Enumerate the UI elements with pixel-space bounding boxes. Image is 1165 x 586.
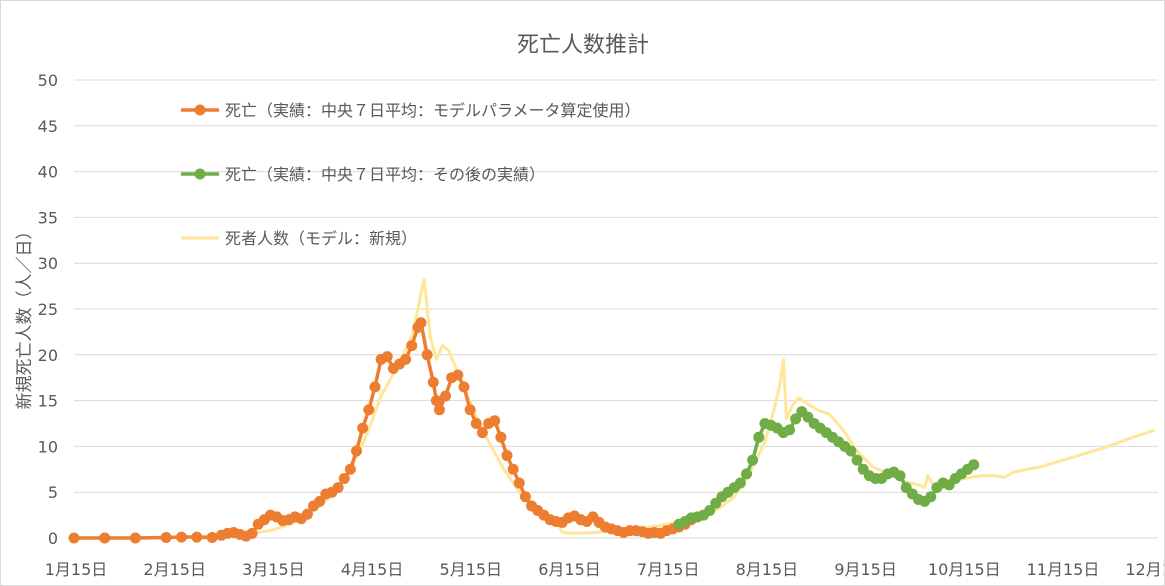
data-point bbox=[99, 532, 111, 544]
data-point bbox=[421, 349, 433, 361]
data-point bbox=[381, 351, 393, 363]
series-line bbox=[159, 277, 1156, 540]
x-tick-label: 11月15日 bbox=[1027, 560, 1100, 579]
data-point bbox=[747, 454, 759, 466]
data-point bbox=[513, 477, 525, 489]
data-point bbox=[191, 531, 203, 543]
y-tick-label: 5 bbox=[48, 483, 58, 502]
data-point bbox=[314, 495, 326, 507]
data-point bbox=[784, 424, 796, 436]
data-point bbox=[400, 353, 412, 365]
data-point bbox=[357, 422, 369, 434]
data-point bbox=[476, 427, 488, 439]
data-point bbox=[129, 532, 141, 544]
data-point bbox=[363, 404, 375, 416]
y-tick-label: 30 bbox=[38, 254, 58, 273]
x-tick-label: 7月15日 bbox=[637, 560, 700, 579]
y-tick-label: 35 bbox=[38, 208, 58, 227]
legend-entry: 死亡（実績：中央７日平均：モデルパラメータ算定使用） bbox=[225, 101, 641, 120]
data-point bbox=[415, 317, 427, 329]
data-point bbox=[433, 404, 445, 416]
data-point bbox=[489, 415, 501, 427]
data-point bbox=[338, 472, 350, 484]
x-tick-labels: 1月15日 2月15日 3月15日 4月15日 5月15日 6月15日 7月15日 8月15日… bbox=[45, 560, 1164, 579]
y-tick-label: 40 bbox=[38, 163, 58, 182]
data-point bbox=[704, 505, 716, 517]
y-tick-label: 45 bbox=[38, 117, 58, 136]
x-tick-label: 8月15日 bbox=[736, 560, 799, 579]
data-point bbox=[369, 381, 381, 393]
x-tick-label: 2月15日 bbox=[143, 560, 206, 579]
y-tick-labels: 0 5 10 15 20 25 30 35 40 45 50 bbox=[38, 71, 58, 548]
y-tick-label: 50 bbox=[38, 71, 58, 90]
data-point bbox=[501, 450, 513, 462]
data-point bbox=[741, 468, 753, 480]
legend-entry: 死亡（実績：中央７日平均：その後の実績） bbox=[225, 165, 545, 184]
data-point bbox=[344, 463, 356, 475]
data-point bbox=[175, 531, 187, 543]
legend-swatch-marker bbox=[194, 168, 206, 180]
data-point bbox=[519, 491, 531, 503]
data-point bbox=[464, 404, 476, 416]
data-point bbox=[845, 445, 857, 457]
data-point bbox=[458, 381, 470, 393]
data-point bbox=[507, 463, 519, 475]
data-point bbox=[790, 413, 802, 425]
data-point bbox=[734, 477, 746, 489]
y-axis-label: 新規死亡人数（人／日） bbox=[15, 223, 35, 410]
x-tick-label: 3月15日 bbox=[242, 560, 305, 579]
x-tick-label: 9月15日 bbox=[834, 560, 897, 579]
data-point bbox=[246, 527, 258, 539]
x-tick-label: 5月15日 bbox=[440, 560, 503, 579]
data-point bbox=[160, 532, 172, 544]
data-point bbox=[470, 418, 482, 429]
data-point bbox=[894, 470, 906, 482]
series-layer bbox=[68, 277, 1156, 544]
data-point bbox=[427, 376, 439, 388]
series-1 bbox=[673, 406, 980, 530]
x-tick-label: 10月15日 bbox=[928, 560, 1001, 579]
data-point bbox=[332, 482, 344, 494]
gridlines bbox=[74, 79, 1158, 539]
data-point bbox=[430, 395, 442, 407]
data-point bbox=[301, 508, 313, 520]
data-point bbox=[351, 445, 363, 457]
chart-title: 死亡人数推計 bbox=[517, 33, 649, 58]
legend: 死亡（実績：中央７日平均：モデルパラメータ算定使用） 死亡（実績：中央７日平均：そ… bbox=[181, 101, 641, 248]
x-tick-label: 12月15日 bbox=[1125, 560, 1164, 579]
legend-swatch-marker bbox=[194, 104, 206, 116]
data-point bbox=[925, 491, 937, 503]
y-tick-label: 20 bbox=[38, 346, 58, 365]
y-tick-label: 0 bbox=[48, 529, 58, 548]
series-0 bbox=[68, 317, 697, 544]
data-point bbox=[968, 459, 980, 471]
data-point bbox=[851, 454, 863, 466]
data-point bbox=[206, 532, 218, 544]
y-tick-label: 10 bbox=[38, 437, 58, 456]
y-tick-label: 25 bbox=[38, 300, 58, 319]
y-tick-label: 15 bbox=[38, 392, 58, 411]
data-point bbox=[406, 340, 418, 352]
legend-entry: 死者人数（モデル：新規） bbox=[225, 229, 417, 248]
x-tick-label: 4月15日 bbox=[341, 560, 404, 579]
data-point bbox=[452, 369, 464, 381]
x-tick-label: 1月15日 bbox=[45, 560, 108, 579]
x-tick-label: 6月15日 bbox=[538, 560, 601, 579]
data-point bbox=[440, 390, 452, 402]
series-2 bbox=[159, 277, 1156, 540]
data-point bbox=[753, 431, 765, 443]
data-point bbox=[68, 532, 80, 544]
data-point bbox=[495, 431, 507, 443]
